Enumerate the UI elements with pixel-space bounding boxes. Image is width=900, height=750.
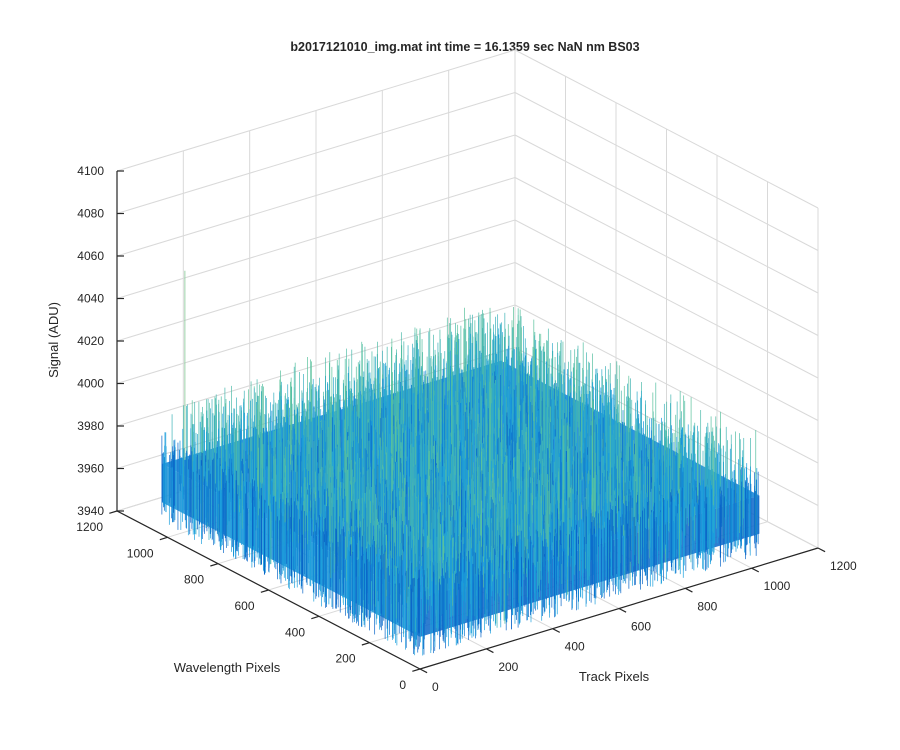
chart-title: b2017121010_img.mat int time = 16.1359 s…: [290, 40, 639, 54]
surface-mesh: [161, 270, 760, 656]
